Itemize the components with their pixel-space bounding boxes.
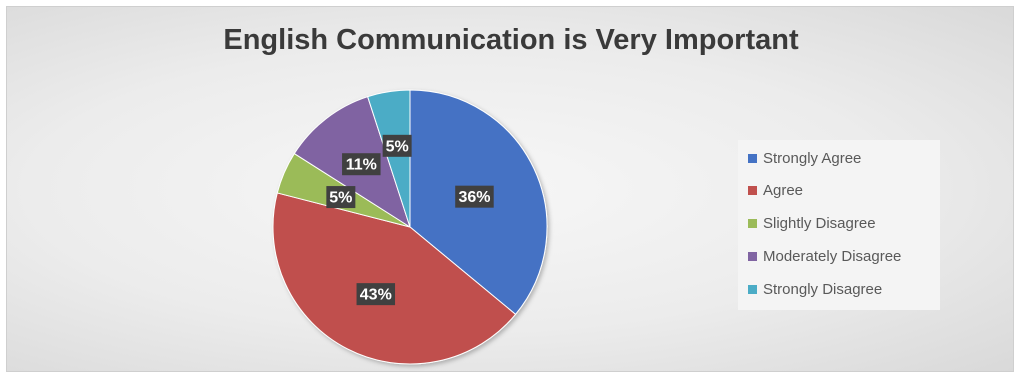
data-label-text: 36% — [458, 189, 490, 206]
legend-label: Moderately Disagree — [763, 247, 902, 265]
pie-slice-strongly-disagree — [367, 89, 411, 228]
legend-item-slightly-disagree: Slightly Disagree — [748, 213, 876, 233]
legend-item-agree: Agree — [748, 180, 803, 200]
legend-label: Strongly Agree — [763, 149, 862, 167]
data-label-box — [356, 283, 396, 306]
data-label-strongly-disagree: 5% — [382, 134, 412, 157]
data-label-agree: 43% — [356, 283, 396, 306]
data-label-text: 43% — [360, 287, 392, 304]
chart-title: English Communication is Very Important — [223, 24, 799, 56]
data-label-text: 5% — [386, 138, 409, 155]
data-label-box — [342, 153, 381, 176]
legend-swatch — [748, 218, 757, 228]
data-label-text: 11% — [346, 157, 377, 174]
data-label-box — [326, 186, 356, 209]
legend-item-strongly-agree: Strongly Agree — [748, 148, 861, 168]
legend-swatch — [748, 284, 757, 294]
legend-label: Agree — [763, 181, 804, 199]
data-label-slightly-disagree: 5% — [326, 186, 356, 209]
legend-swatch — [748, 251, 757, 261]
legend-label: Strongly Disagree — [763, 280, 883, 298]
data-label-strongly-agree: 36% — [455, 185, 494, 208]
legend-swatch — [748, 185, 757, 195]
pie-slice-agree — [272, 192, 517, 365]
legend-item-strongly-disagree: Strongly Disagree — [748, 279, 882, 299]
legend-label: Slightly Disagree — [763, 214, 876, 232]
data-label-moderately-disagree: 11% — [342, 153, 381, 176]
data-label-box — [382, 134, 412, 157]
legend-swatch — [748, 153, 757, 163]
chart-legend: Strongly Agree Agree Slightly Disagree Mode… — [738, 140, 940, 310]
legend-item-moderately-disagree: Moderately Disagree — [748, 246, 901, 266]
data-label-box — [455, 185, 494, 208]
data-label-text: 5% — [329, 190, 352, 207]
